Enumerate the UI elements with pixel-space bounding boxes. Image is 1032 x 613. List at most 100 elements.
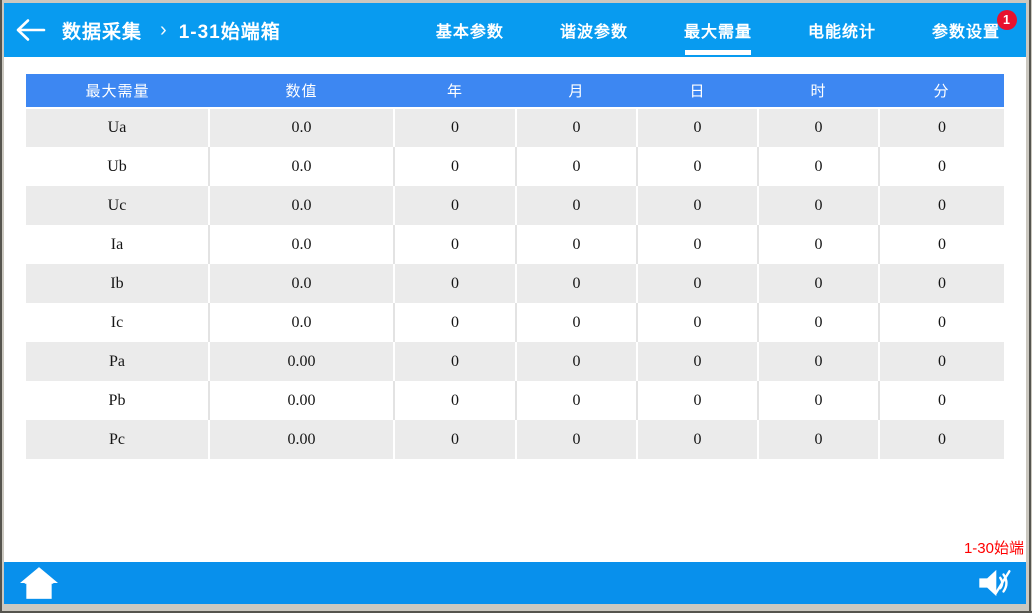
- tab-harmonic-params[interactable]: 谐波参数: [559, 24, 628, 41]
- table-cell: 0: [637, 342, 759, 381]
- table-cell: 0: [879, 303, 1004, 342]
- table-cell: Pc: [26, 420, 210, 459]
- table-row[interactable]: Ic 0.0 0 0 0 0 0: [26, 303, 1004, 342]
- table-cell: 0: [758, 186, 880, 225]
- notification-badge: 1: [997, 10, 1017, 30]
- table-cell: 0.0: [209, 147, 395, 186]
- table-cell: 0: [879, 381, 1004, 420]
- home-button[interactable]: [20, 567, 58, 599]
- table-cell: 0.0: [209, 186, 395, 225]
- bottom-bar: [4, 562, 1026, 604]
- table-cell: 0: [758, 303, 880, 342]
- table-cell: 0: [879, 420, 1004, 459]
- col-header-value: 数值: [209, 74, 394, 108]
- table-cell: 0: [879, 147, 1004, 186]
- table-cell: 0: [758, 342, 880, 381]
- table-cell: 0.0: [209, 264, 395, 303]
- device-note-label: 1-30始端: [963, 540, 1024, 557]
- table-cell: 0: [637, 303, 759, 342]
- tab-param-settings[interactable]: 参数设置 1: [931, 3, 1017, 57]
- tab-basic-params[interactable]: 基本参数: [435, 24, 504, 41]
- table-cell: 0: [516, 342, 638, 381]
- screen: 数据采集 › 1-31始端箱 基本参数 谐波参数 最大需量 电能统计 参数设置 …: [4, 3, 1026, 604]
- table-row[interactable]: Ia 0.0 0 0 0 0 0: [26, 225, 1004, 264]
- table-row[interactable]: Ub 0.0 0 0 0 0 0: [26, 147, 1004, 186]
- table-cell: 0: [637, 186, 759, 225]
- table-cell: 0.0: [209, 225, 395, 264]
- table-cell: 0: [394, 147, 517, 186]
- table-cell: 0: [879, 264, 1004, 303]
- table-cell: 0: [758, 381, 880, 420]
- table-cell: 0: [637, 147, 759, 186]
- table-cell: Ic: [26, 303, 210, 342]
- table-cell: 0: [394, 381, 517, 420]
- table-cell: 0: [394, 186, 517, 225]
- table-cell: 0: [637, 107, 759, 147]
- table-row[interactable]: Pa 0.00 0 0 0 0 0: [26, 342, 1004, 381]
- table-cell: 0: [758, 147, 880, 186]
- table-row[interactable]: Pc 0.00 0 0 0 0 0: [26, 420, 1004, 459]
- table-cell: 0: [516, 420, 638, 459]
- table-cell: 0: [516, 107, 638, 147]
- table-cell: 0: [879, 186, 1004, 225]
- table-cell: 0.00: [209, 420, 395, 459]
- tab-max-demand[interactable]: 最大需量: [684, 3, 752, 57]
- table-cell: Ub: [26, 147, 210, 186]
- table-cell: 0: [394, 303, 517, 342]
- table-cell: 0: [394, 420, 517, 459]
- table-header-row: 最大需量 数值 年 月 日 时 分: [26, 74, 1004, 108]
- table-cell: 0: [637, 381, 759, 420]
- table-cell: 0: [758, 225, 880, 264]
- table-cell: 0: [758, 107, 880, 147]
- col-header-max-demand: 最大需量: [26, 74, 209, 108]
- table-cell: 0: [516, 147, 638, 186]
- table-cell: 0: [879, 342, 1004, 381]
- table-row[interactable]: Uc 0.0 0 0 0 0 0: [26, 186, 1004, 225]
- col-header-day: 日: [637, 74, 758, 108]
- table-cell: Ua: [26, 107, 210, 147]
- table-cell: 0: [758, 264, 880, 303]
- col-header-minute: 分: [879, 74, 1004, 108]
- home-icon: [20, 567, 58, 599]
- back-arrow-icon: [16, 19, 46, 41]
- table-cell: 0.0: [209, 303, 395, 342]
- breadcrumb-page: 1-31始端箱: [178, 21, 281, 43]
- col-header-month: 月: [516, 74, 637, 108]
- top-header-bar: 数据采集 › 1-31始端箱 基本参数 谐波参数 最大需量 电能统计 参数设置 …: [4, 3, 1026, 57]
- table-cell: Pa: [26, 342, 210, 381]
- table-row[interactable]: Ib 0.0 0 0 0 0 0: [26, 264, 1004, 303]
- table-cell: Pb: [26, 381, 210, 420]
- tab-param-settings-label: 参数设置: [931, 24, 1000, 41]
- table-cell: 0: [879, 107, 1004, 147]
- table-cell: 0: [758, 420, 880, 459]
- table-row[interactable]: Pb 0.00 0 0 0 0 0: [26, 381, 1004, 420]
- mute-button[interactable]: [978, 568, 1012, 598]
- table-cell: 0: [516, 303, 638, 342]
- table-cell: 0: [879, 225, 1004, 264]
- col-header-hour: 时: [758, 74, 879, 108]
- table-cell: 0: [516, 264, 638, 303]
- speaker-muted-icon: [979, 569, 1011, 597]
- table-cell: 0: [637, 264, 759, 303]
- table-row[interactable]: Ua 0.0 0 0 0 0 0: [26, 107, 1004, 147]
- table-cell: Ia: [26, 225, 210, 264]
- table-cell: 0: [637, 225, 759, 264]
- table-cell: 0: [516, 225, 638, 264]
- max-demand-table: 最大需量 数值 年 月 日 时 分 Ua 0.0 0 0 0 0 0 Ub 0.0 0 0 0 0 0 Uc…: [26, 74, 1004, 459]
- table-cell: 0.00: [209, 342, 395, 381]
- table-cell: 0: [516, 381, 638, 420]
- table-cell: 0: [394, 342, 517, 381]
- table-cell: 0.00: [209, 381, 395, 420]
- table-cell: Uc: [26, 186, 210, 225]
- table-cell: 0: [394, 107, 517, 147]
- table-cell: 0: [394, 264, 517, 303]
- breadcrumb-section: 数据采集: [62, 21, 143, 43]
- table-cell: 0: [394, 225, 517, 264]
- demand-table-body: Ua 0.0 0 0 0 0 0 Ub 0.0 0 0 0 0 0 Uc 0.0 0 0 0 0 0 Ia 0.0 0 0 0 0 0…: [26, 107, 1004, 459]
- table-cell: Ib: [26, 264, 210, 303]
- table-cell: 0.0: [209, 107, 395, 147]
- tab-energy-stats[interactable]: 电能统计: [807, 24, 876, 41]
- back-button[interactable]: [8, 3, 52, 57]
- table-cell: 0: [637, 420, 759, 459]
